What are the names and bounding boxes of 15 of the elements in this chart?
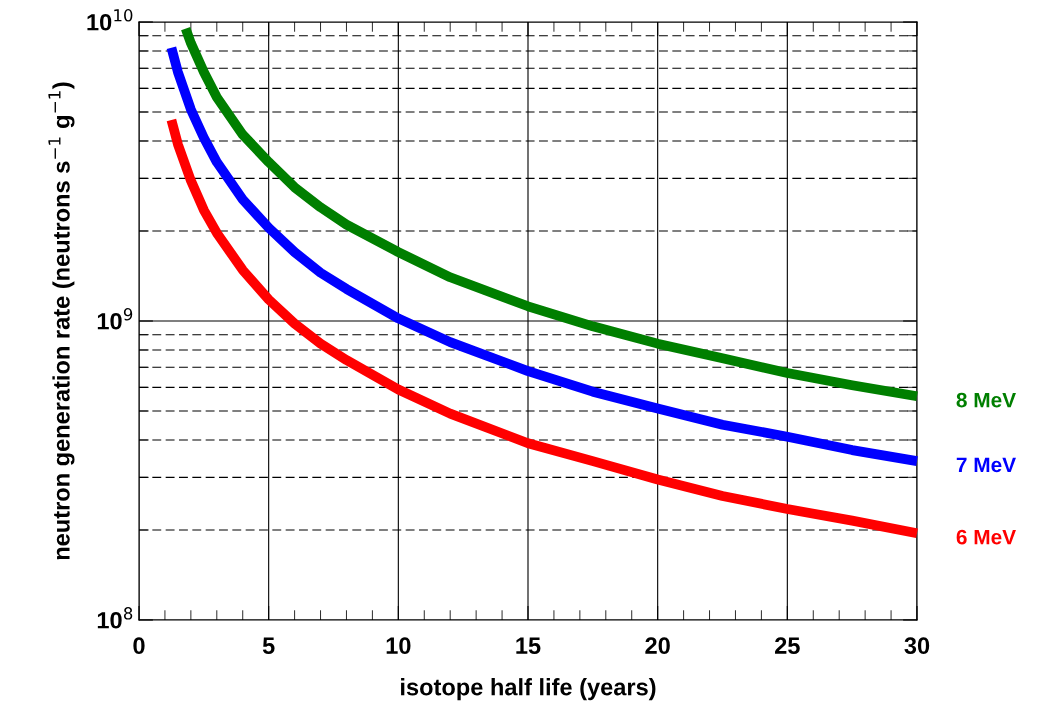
series-label: 6 MeV [956,529,1016,545]
x-tick-label: 15 [516,637,541,655]
series-label: 7 MeV [956,457,1016,473]
x-tick-label: 25 [775,637,800,655]
y-tick-label: 10$^{8}$ [97,607,133,629]
y-axis-title: neutron generation rate (neutrons s$^{−1}$ g$^{−1}$) [48,82,75,560]
x-tick-label: 30 [904,637,930,655]
x-tick-label: 0 [133,637,145,655]
series-label: 8 MeV [956,392,1016,408]
x-axis-title: isotope half life (years) [401,678,656,701]
y-tick-label: 10$^{10}$ [87,9,133,31]
x-tick-label: 20 [645,637,670,655]
y-tick-label: 10$^{9}$ [97,308,133,330]
x-tick-label: 10 [386,637,411,655]
x-tick-label: 5 [262,637,275,655]
